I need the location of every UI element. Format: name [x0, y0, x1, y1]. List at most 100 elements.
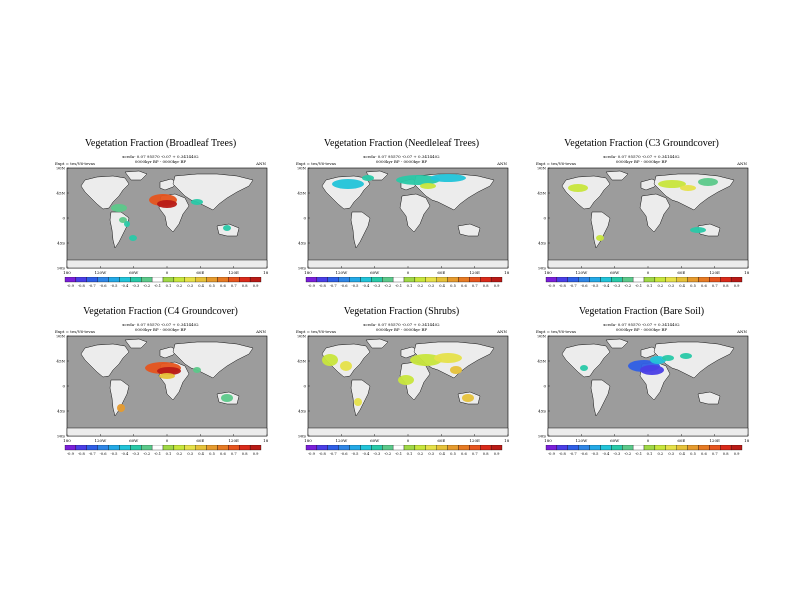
colorbar-swatch [382, 445, 394, 451]
colorbar-swatch [119, 445, 131, 451]
svg-text:120W: 120W [575, 270, 588, 275]
svg-text:60W: 60W [610, 270, 620, 275]
colorbar-swatch [108, 277, 120, 283]
colorbar-label: 0.3 [428, 452, 434, 456]
svg-text:180: 180 [504, 438, 509, 443]
panel-metadata: xceda- 0.07 95570 -0.07 + 0.3414402 0000… [534, 322, 749, 332]
colorbar-label: 0.2 [176, 452, 182, 456]
colorbar-label: 0.2 [657, 452, 663, 456]
svg-text:45N: 45N [537, 191, 546, 196]
colorbar-label: 0.4 [439, 284, 445, 288]
colorbar-swatch [687, 277, 699, 283]
svg-text:60E: 60E [437, 438, 445, 443]
svg-text:90S: 90S [57, 266, 65, 271]
svg-text:60W: 60W [370, 438, 380, 443]
panel-c3-groundcover: Vegetation Fraction (C3 Groundcover) xce… [534, 138, 749, 313]
colorbar-swatch [720, 445, 732, 451]
panel-title: Vegetation Fraction (C4 Groundcover) [83, 306, 238, 317]
colorbar-label: 0.6 [701, 452, 707, 456]
colorbar-label: -0.7 [570, 284, 578, 288]
colorbar-swatch [184, 277, 196, 283]
colorbar-swatch [316, 445, 328, 451]
experiment-label: Expt = tes/V6-tevas [55, 329, 96, 334]
meta-line-1: xceda- 0.07 95570 -0.07 + 0.3414402 [122, 154, 199, 159]
colorbar-label: 0.5 [690, 452, 696, 456]
svg-text:0: 0 [543, 384, 546, 389]
colorbar-label: -0.2 [143, 452, 150, 456]
experiment-label: Expt = tes/V6-tevas [55, 161, 96, 166]
colorbar-swatch [360, 445, 372, 451]
colorbar-swatch [447, 277, 459, 283]
colorbar-swatch [458, 445, 470, 451]
svg-text:180: 180 [504, 270, 509, 275]
world-map: 90N45N045S90S180120W60W060E120E180 [297, 166, 509, 275]
colorbar-label: 0.7 [712, 452, 718, 456]
svg-text:45S: 45S [57, 409, 65, 414]
colorbar-swatch [632, 445, 645, 451]
colorbar-swatch [490, 277, 503, 283]
meta-line-1: xceda- 0.07 95570 -0.07 + 0.3414402 [363, 154, 440, 159]
svg-text:120E: 120E [469, 438, 480, 443]
panel-title: Vegetation Fraction (Needleleaf Trees) [323, 138, 480, 149]
svg-text:180: 180 [263, 438, 268, 443]
colorbar-label: -0.4 [602, 452, 610, 456]
panel-title: Vegetation Fraction (Shrubs) [343, 306, 460, 317]
colorbar-label: 0.1 [166, 452, 172, 456]
colorbar-swatch [436, 445, 448, 451]
svg-text:90S: 90S [57, 434, 65, 439]
svg-text:0: 0 [647, 438, 650, 443]
colorbar-label: 0.1 [647, 452, 653, 456]
panel-metadata: xceda- 0.07 95570 -0.07 + 0.3414402 0000… [294, 322, 509, 332]
colorbar-swatch [173, 277, 185, 283]
svg-text:45S: 45S [298, 409, 306, 414]
colorbar-label: 0.9 [494, 284, 500, 288]
colorbar-label: -0.4 [362, 452, 370, 456]
colorbar-label: -0.1 [395, 284, 402, 288]
meta-line-1: xceda- 0.07 95570 -0.07 + 0.3414402 [363, 322, 440, 327]
colorbar-swatch [469, 277, 481, 283]
svg-text:180: 180 [544, 438, 552, 443]
colorbar-swatch [556, 277, 568, 283]
svg-text:0: 0 [166, 438, 169, 443]
colorbar-label: -0.2 [384, 284, 391, 288]
svg-text:120E: 120E [228, 270, 239, 275]
svg-text:60W: 60W [129, 438, 139, 443]
colorbar-swatch [578, 277, 590, 283]
colorbar-swatch [720, 277, 732, 283]
colorbar-swatch [545, 445, 558, 451]
colorbar-swatch [162, 277, 175, 283]
colorbar-label: 0.8 [723, 284, 729, 288]
colorbar-swatch [556, 445, 568, 451]
svg-text:180: 180 [744, 270, 749, 275]
colorbar-label: 0.7 [472, 452, 478, 456]
colorbar-swatch [141, 277, 153, 283]
season-label: ANN [737, 161, 747, 166]
colorbar-swatch [249, 277, 262, 283]
colorbar-label: 0.3 [668, 284, 674, 288]
colorbar-label: -0.9 [308, 452, 316, 456]
colorbar-label: 0.2 [417, 284, 423, 288]
svg-text:90S: 90S [538, 266, 546, 271]
svg-text:60E: 60E [677, 270, 685, 275]
world-map: 90N45N045S90S180120W60W060E120E180 [537, 334, 749, 443]
colorbar-swatch [698, 445, 710, 451]
meta-line-2: 0000kyr BP - 0000kyr BP [375, 327, 428, 332]
svg-text:90N: 90N [56, 334, 65, 339]
svg-text:0: 0 [303, 384, 306, 389]
svg-text:120E: 120E [228, 438, 239, 443]
colorbar-label: 0.6 [461, 452, 467, 456]
colorbar-label: -0.6 [341, 284, 349, 288]
colorbar-swatch [75, 277, 87, 283]
colorbar-swatch [75, 445, 87, 451]
colorbar-swatch [305, 445, 318, 451]
colorbar-label: -0.3 [132, 452, 140, 456]
colorbar-swatch [217, 277, 229, 283]
svg-text:90N: 90N [297, 166, 306, 171]
colorbar-swatch [327, 277, 339, 283]
colorbar-label: 0.4 [198, 284, 204, 288]
colorbar-swatch [360, 277, 372, 283]
colorbar-swatch [425, 445, 437, 451]
colorbar: -0.9 -0.8 -0.7 -0.6 -0.5 -0.4 -0.3 -0.2 -0.1 0.1 0… [305, 277, 503, 288]
colorbar: -0.9 -0.8 -0.7 -0.6 -0.5 -0.4 -0.3 -0.2 -0.1 0.1 0… [305, 445, 503, 456]
meta-line-2: 0000kyr BP - 0000kyr BP [615, 159, 668, 164]
